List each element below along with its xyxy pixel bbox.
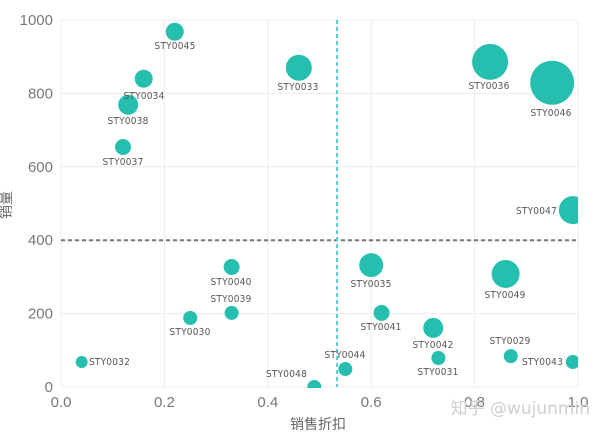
bubble-label: STY0047 xyxy=(516,206,557,217)
x-tick-label: 1.0 xyxy=(568,394,589,411)
x-axis-ticks: 0.0 0.2 0.4 0.6 0.8 1.0 xyxy=(51,394,589,411)
x-tick-label: 0.2 xyxy=(154,394,175,411)
bubble-sty0035[interactable] xyxy=(359,253,384,278)
bubble-sty0040[interactable] xyxy=(223,258,240,275)
bubble-label: STY0033 xyxy=(278,82,319,93)
bubble-sty0044[interactable] xyxy=(338,362,353,377)
bubble-sty0032[interactable] xyxy=(75,356,88,369)
bubble-sty0049[interactable] xyxy=(491,259,520,288)
bubble-label: STY0039 xyxy=(211,294,252,305)
bubble-label: STY0040 xyxy=(211,277,252,288)
bubble-labels: STY0045 STY0034 STY0038 STY0037 STY0033 STY00… xyxy=(89,41,572,380)
bubble-label: STY0029 xyxy=(490,336,531,347)
bubble-label: STY0045 xyxy=(155,41,196,52)
bubble-label: STY0042 xyxy=(413,340,454,351)
bubble-sty0036[interactable] xyxy=(472,43,509,80)
bubble-sty0033[interactable] xyxy=(285,54,312,81)
bubble-label: STY0030 xyxy=(170,327,211,338)
x-tick-label: 0.4 xyxy=(257,394,278,411)
bubble-label: STY0031 xyxy=(418,367,459,378)
bubble-sty0030[interactable] xyxy=(183,311,198,326)
x-tick-label: 0.8 xyxy=(464,394,485,411)
bubble-sty0041[interactable] xyxy=(373,304,390,321)
bubble-label: STY0037 xyxy=(103,157,144,168)
bubble-label: STY0044 xyxy=(325,350,366,361)
bubble-label: STY0048 xyxy=(266,369,307,380)
bubbles xyxy=(75,22,587,394)
y-tick-label: 800 xyxy=(28,85,53,102)
y-axis-title: 销量 xyxy=(0,191,15,219)
bubble-sty0043[interactable] xyxy=(565,355,580,370)
bubble-label: STY0032 xyxy=(89,357,130,368)
bubble-sty0029[interactable] xyxy=(503,349,518,364)
bubble-label: STY0043 xyxy=(522,357,563,368)
bubble-sty0039[interactable] xyxy=(224,305,239,320)
bubble-sty0037[interactable] xyxy=(115,138,132,155)
y-tick-label: 400 xyxy=(28,232,53,249)
y-tick-label: 1000 xyxy=(20,12,53,29)
reference-lines xyxy=(61,20,578,387)
bubble-sty0042[interactable] xyxy=(423,317,444,338)
bubble-label: STY0041 xyxy=(361,322,402,333)
x-axis-title: 销售折扣 xyxy=(290,417,346,433)
y-tick-label: 200 xyxy=(28,306,53,323)
bubble-sty0048[interactable] xyxy=(307,380,322,394)
bubble-sty0038[interactable] xyxy=(118,94,139,115)
bubble-sty0045[interactable] xyxy=(165,22,184,41)
bubble-label: STY0046 xyxy=(531,108,572,119)
y-tick-label: 0 xyxy=(45,379,53,396)
y-axis-ticks: 0 200 400 600 800 1000 xyxy=(20,12,53,396)
bubble-label: STY0038 xyxy=(108,116,149,127)
bubble-label: STY0049 xyxy=(485,290,526,301)
watermark: 知乎 @wujunmin xyxy=(451,399,590,419)
bubble-sty0034[interactable] xyxy=(134,69,153,88)
bubble-sty0031[interactable] xyxy=(431,351,446,366)
x-tick-label: 0.6 xyxy=(361,394,382,411)
x-tick-label: 0.0 xyxy=(51,394,72,411)
bubble-label: STY0036 xyxy=(469,81,510,92)
bubble-label: STY0035 xyxy=(351,279,392,290)
bubble-sty0047[interactable] xyxy=(558,196,587,225)
bubble-label: STY0034 xyxy=(124,91,165,102)
bubble-sty0046[interactable] xyxy=(530,60,575,105)
y-tick-label: 600 xyxy=(28,159,53,176)
